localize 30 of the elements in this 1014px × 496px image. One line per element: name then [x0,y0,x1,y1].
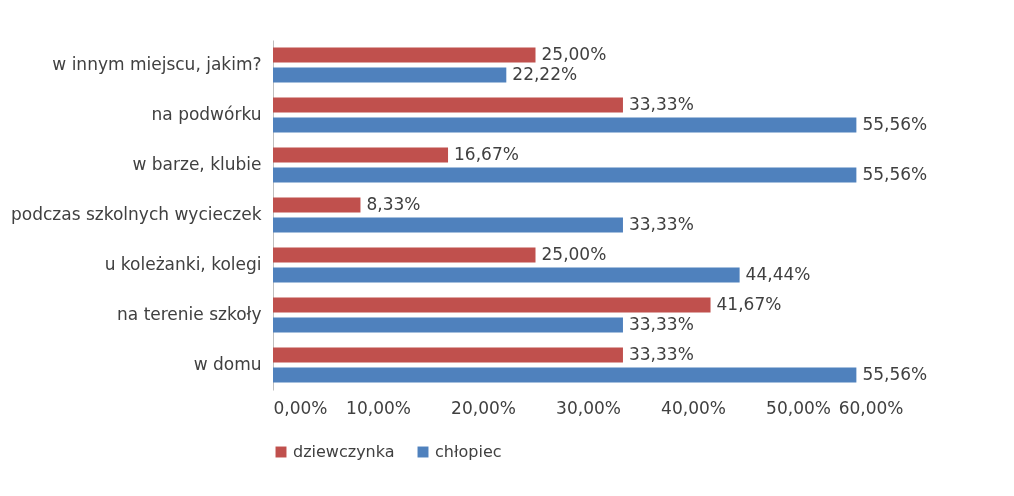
legend-label: chłopiec [435,442,502,461]
data-label: 33,33% [628,214,694,234]
data-label: 44,44% [745,264,811,284]
data-label: 33,33% [628,344,694,364]
x-tick-label: 30,00% [556,397,621,418]
y-tick-label: na terenie szkoły [117,304,262,324]
x-tick-label: 50,00% [766,397,831,418]
y-tick-label: w barze, klubie [132,154,262,174]
x-tick-label: 40,00% [661,397,726,418]
x-tick-label: 60,00% [838,397,904,418]
y-tick-label: na podwórku [151,104,262,124]
data-label: 55,56% [862,114,928,134]
y-tick-label: w domu [193,354,262,374]
data-label: 55,56% [862,364,928,384]
legend-label: dziewczynka [293,442,395,461]
x-tick-label: 20,00% [451,397,516,418]
data-label: 25,00% [541,44,607,64]
data-label: 22,22% [512,64,578,84]
data-label: 33,33% [628,314,694,334]
data-label: 41,67% [716,294,782,314]
data-label: 16,67% [454,144,519,164]
data-label: 55,56% [862,164,928,184]
y-tick-label: w innym miejscu, jakim? [52,54,262,74]
x-tick-label: 0,00% [273,397,328,418]
data-label: 25,00% [541,244,607,264]
y-tick-label: podczas szkolnych wycieczek [10,204,262,224]
y-tick-label: u koleżanki, kolegi [104,254,262,274]
x-tick-label: 10,00% [346,397,411,418]
data-label: 8,33% [366,194,421,214]
data-label: 33,33% [628,94,694,114]
